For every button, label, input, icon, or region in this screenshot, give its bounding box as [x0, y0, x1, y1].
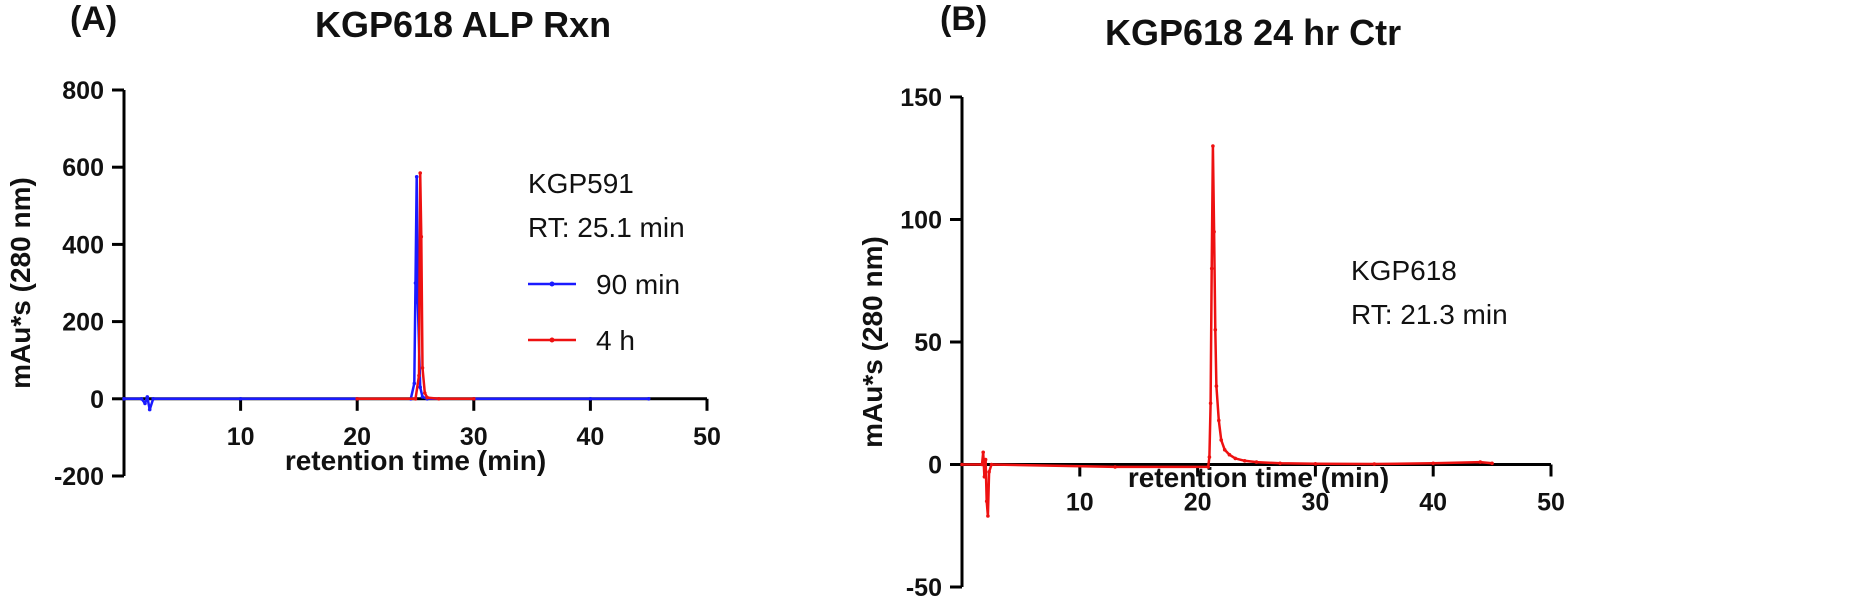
data-point-b-0-6 — [986, 514, 990, 518]
y-tick-label-b-1: 0 — [928, 452, 942, 480]
data-point-a-0-1 — [139, 397, 144, 401]
x-tick-label-a-4: 50 — [693, 423, 721, 451]
data-point-a-1-8 — [437, 397, 441, 401]
data-point-b-0-14 — [1211, 144, 1215, 148]
data-point-b-0-25 — [1278, 461, 1282, 466]
data-point-a-0-4 — [147, 407, 152, 412]
y-tick-label-b-2: 50 — [914, 329, 942, 357]
x-tick-label-b-2: 30 — [1301, 489, 1329, 517]
y-tick-label-b-0: -50 — [906, 574, 942, 596]
y-tick-label-a-2: 200 — [62, 309, 104, 337]
x-tick-label-b-0: 10 — [1066, 489, 1094, 517]
series-line-a-1 — [357, 171, 474, 401]
x-axis-title-a: retention time (min) — [285, 445, 546, 476]
data-point-b-0-18 — [1217, 418, 1221, 423]
x-tick-label-b-1: 20 — [1184, 489, 1212, 517]
data-point-b-0-4 — [983, 457, 988, 462]
data-point-b-0-28 — [1431, 461, 1435, 466]
chart-title-a: KGP618 ALP Rxn — [315, 4, 612, 45]
data-point-b-0-5 — [984, 499, 989, 504]
chart-a-svg: -200 0 200 400 600 800 10 20 30 40 50 retention tim… — [5, 77, 721, 491]
data-point-a-0-18 — [646, 397, 651, 401]
legend-label-a-0: 90 min — [596, 269, 680, 300]
data-point-b-0-3 — [982, 475, 987, 479]
legend-marker-a-0 — [549, 281, 555, 287]
y-tick-label-a-5: 800 — [62, 77, 104, 105]
data-point-b-0-26 — [1313, 462, 1318, 466]
data-point-a-1-5 — [420, 366, 425, 370]
y-axis-title-a: mAu*s (280 nm) — [5, 177, 36, 389]
data-point-b-0-16 — [1213, 328, 1218, 332]
x-tick-label-a-3: 40 — [576, 423, 604, 451]
data-point-b-0-30 — [1490, 461, 1494, 466]
data-point-a-1-0 — [355, 397, 360, 401]
data-point-a-1-7 — [425, 395, 430, 400]
annotation-line-a-1: RT: 25.1 min — [528, 212, 685, 243]
x-tick-label-a-2: 30 — [460, 423, 488, 451]
data-point-b-0-9 — [1113, 465, 1117, 469]
data-point-b-0-1 — [980, 462, 984, 467]
data-point-a-0-6 — [238, 397, 243, 401]
data-point-b-0-23 — [1242, 459, 1247, 463]
data-point-a-0-9 — [412, 381, 417, 386]
data-point-b-0-21 — [1227, 452, 1232, 457]
series-line-b-0 — [962, 144, 1493, 518]
data-point-a-1-2 — [417, 373, 421, 378]
x-tick-label-a-0: 10 — [227, 423, 255, 451]
data-point-a-1-1 — [413, 397, 418, 401]
data-point-b-0-0 — [960, 462, 964, 467]
data-point-b-0-15 — [1212, 230, 1216, 234]
data-point-b-0-10 — [1206, 465, 1210, 469]
y-tick-label-a-3: 400 — [62, 231, 104, 259]
data-point-a-1-6 — [423, 391, 427, 395]
data-point-b-0-2 — [981, 450, 985, 455]
data-point-b-0-27 — [1372, 462, 1377, 466]
annotation-line-b-1: RT: 21.3 min — [1351, 299, 1508, 330]
data-point-a-0-10 — [413, 281, 418, 285]
data-point-b-0-13 — [1209, 266, 1214, 271]
data-point-a-0-11 — [414, 175, 419, 179]
y-tick-label-b-4: 150 — [900, 84, 942, 112]
y-tick-label-a-1: 0 — [90, 386, 104, 414]
data-point-b-0-8 — [989, 462, 994, 467]
data-point-a-0-5 — [151, 397, 155, 401]
data-point-b-0-20 — [1222, 448, 1227, 452]
panel-label-b: (B) — [940, 0, 988, 38]
data-point-b-0-17 — [1214, 384, 1219, 388]
chart-panel-a: (A) KGP618 ALP Rxn -200 0 200 400 600 800 10 20… — [0, 0, 900, 596]
data-point-b-0-29 — [1478, 460, 1483, 464]
y-axis-title-b: mAu*s (280 nm) — [857, 236, 888, 448]
data-point-a-0-2 — [143, 401, 147, 406]
x-tick-label-b-3: 40 — [1419, 489, 1447, 517]
data-point-b-0-19 — [1219, 438, 1223, 442]
legend-label-a-1: 4 h — [596, 325, 635, 356]
data-point-a-1-4 — [419, 234, 424, 239]
x-tick-label-b-4: 50 — [1537, 489, 1565, 517]
x-tick-label-a-1: 20 — [343, 423, 371, 451]
annotation-line-a-0: KGP591 — [528, 168, 634, 199]
chart-panel-b: (B) KGP618 24 hr Ctr -50 0 50 100 150 10 20 30 4… — [857, 0, 1857, 596]
legend-marker-a-1 — [549, 337, 555, 343]
data-point-a-0-17 — [588, 397, 593, 401]
data-point-b-0-24 — [1254, 460, 1259, 464]
panel-label-a: (A) — [70, 0, 118, 38]
y-tick-label-b-3: 100 — [900, 207, 942, 235]
data-point-a-0-13 — [418, 385, 423, 390]
data-point-b-0-22 — [1233, 456, 1238, 461]
data-point-a-0-3 — [145, 395, 150, 399]
data-point-b-0-7 — [987, 470, 991, 474]
chart-title-b: KGP618 24 hr Ctr — [1105, 12, 1402, 53]
data-point-a-0-0 — [122, 397, 126, 401]
data-point-b-0-11 — [1207, 455, 1212, 459]
y-tick-label-a-0: -200 — [54, 463, 104, 491]
data-point-a-0-14 — [420, 395, 425, 399]
annotation-line-b-0: KGP618 — [1351, 255, 1457, 286]
data-point-b-0-12 — [1208, 401, 1213, 406]
data-point-a-1-3 — [418, 171, 423, 175]
y-tick-label-a-4: 600 — [62, 154, 104, 182]
data-point-a-1-9 — [472, 397, 476, 401]
